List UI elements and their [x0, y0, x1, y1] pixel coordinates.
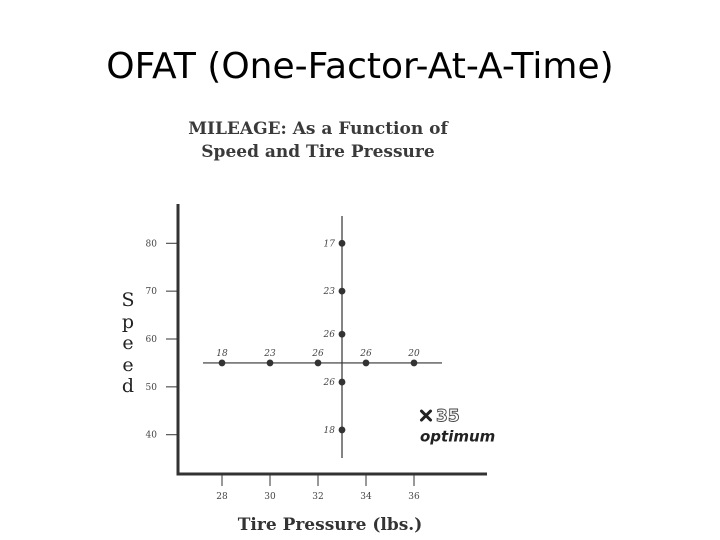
y-tick-label: 80: [146, 239, 158, 249]
horizontal-point-label: 23: [263, 349, 276, 359]
vertical-series-point: [338, 426, 346, 434]
chart-title-line-2: Speed and Tire Pressure: [201, 142, 435, 162]
y-axis-label-letter: S: [121, 289, 135, 311]
horizontal-point-label: 20: [407, 349, 420, 359]
chart-title: MILEAGE: As a Function of Speed and Tire…: [183, 118, 453, 164]
y-axis-label-letter: e: [122, 332, 134, 354]
slide-title: OFAT (One-Factor-At-A-Time): [106, 46, 614, 87]
vertical-point-label: 23: [323, 287, 336, 297]
x-tick-label: 36: [408, 492, 420, 502]
horizontal-series-point: [314, 359, 322, 367]
vertical-series-point: [338, 330, 346, 338]
x-tick-label: 30: [264, 492, 276, 502]
y-tick-label: 70: [146, 287, 158, 297]
horizontal-series-point: [410, 359, 418, 367]
vertical-point-label: 26: [323, 330, 336, 340]
y-tick-label: 60: [146, 335, 158, 345]
y-axis-label-letter: d: [121, 375, 135, 397]
chart-title-line-1: MILEAGE: As a Function of: [188, 119, 448, 139]
vertical-series-point: [338, 239, 346, 247]
y-tick-label: 50: [146, 383, 158, 393]
vertical-point-label: 18: [324, 426, 336, 436]
vertical-series-point: [338, 378, 346, 386]
y-axis-label-letter: e: [122, 353, 134, 376]
horizontal-series-point: [266, 359, 274, 367]
x-tick-label: 34: [360, 492, 372, 502]
optimum-marker: [420, 409, 432, 422]
optimum-value: 35: [436, 407, 460, 427]
y-axis-label-letter: p: [121, 310, 135, 333]
x-axis-label: Tire Pressure (lbs.): [237, 515, 423, 535]
horizontal-series-point: [218, 359, 226, 367]
horizontal-series-point: [362, 359, 370, 367]
horizontal-point-label: 26: [359, 349, 372, 359]
vertical-point-label: 17: [324, 239, 336, 249]
vertical-point-label: 26: [323, 378, 336, 388]
horizontal-point-label: 26: [311, 349, 324, 359]
x-tick-label: 28: [216, 492, 228, 502]
optimum-label: optimum: [420, 428, 495, 446]
vertical-series-point: [338, 287, 346, 295]
y-tick-label: 40: [146, 431, 158, 441]
horizontal-point-label: 18: [216, 349, 228, 359]
x-tick-label: 32: [312, 492, 323, 502]
